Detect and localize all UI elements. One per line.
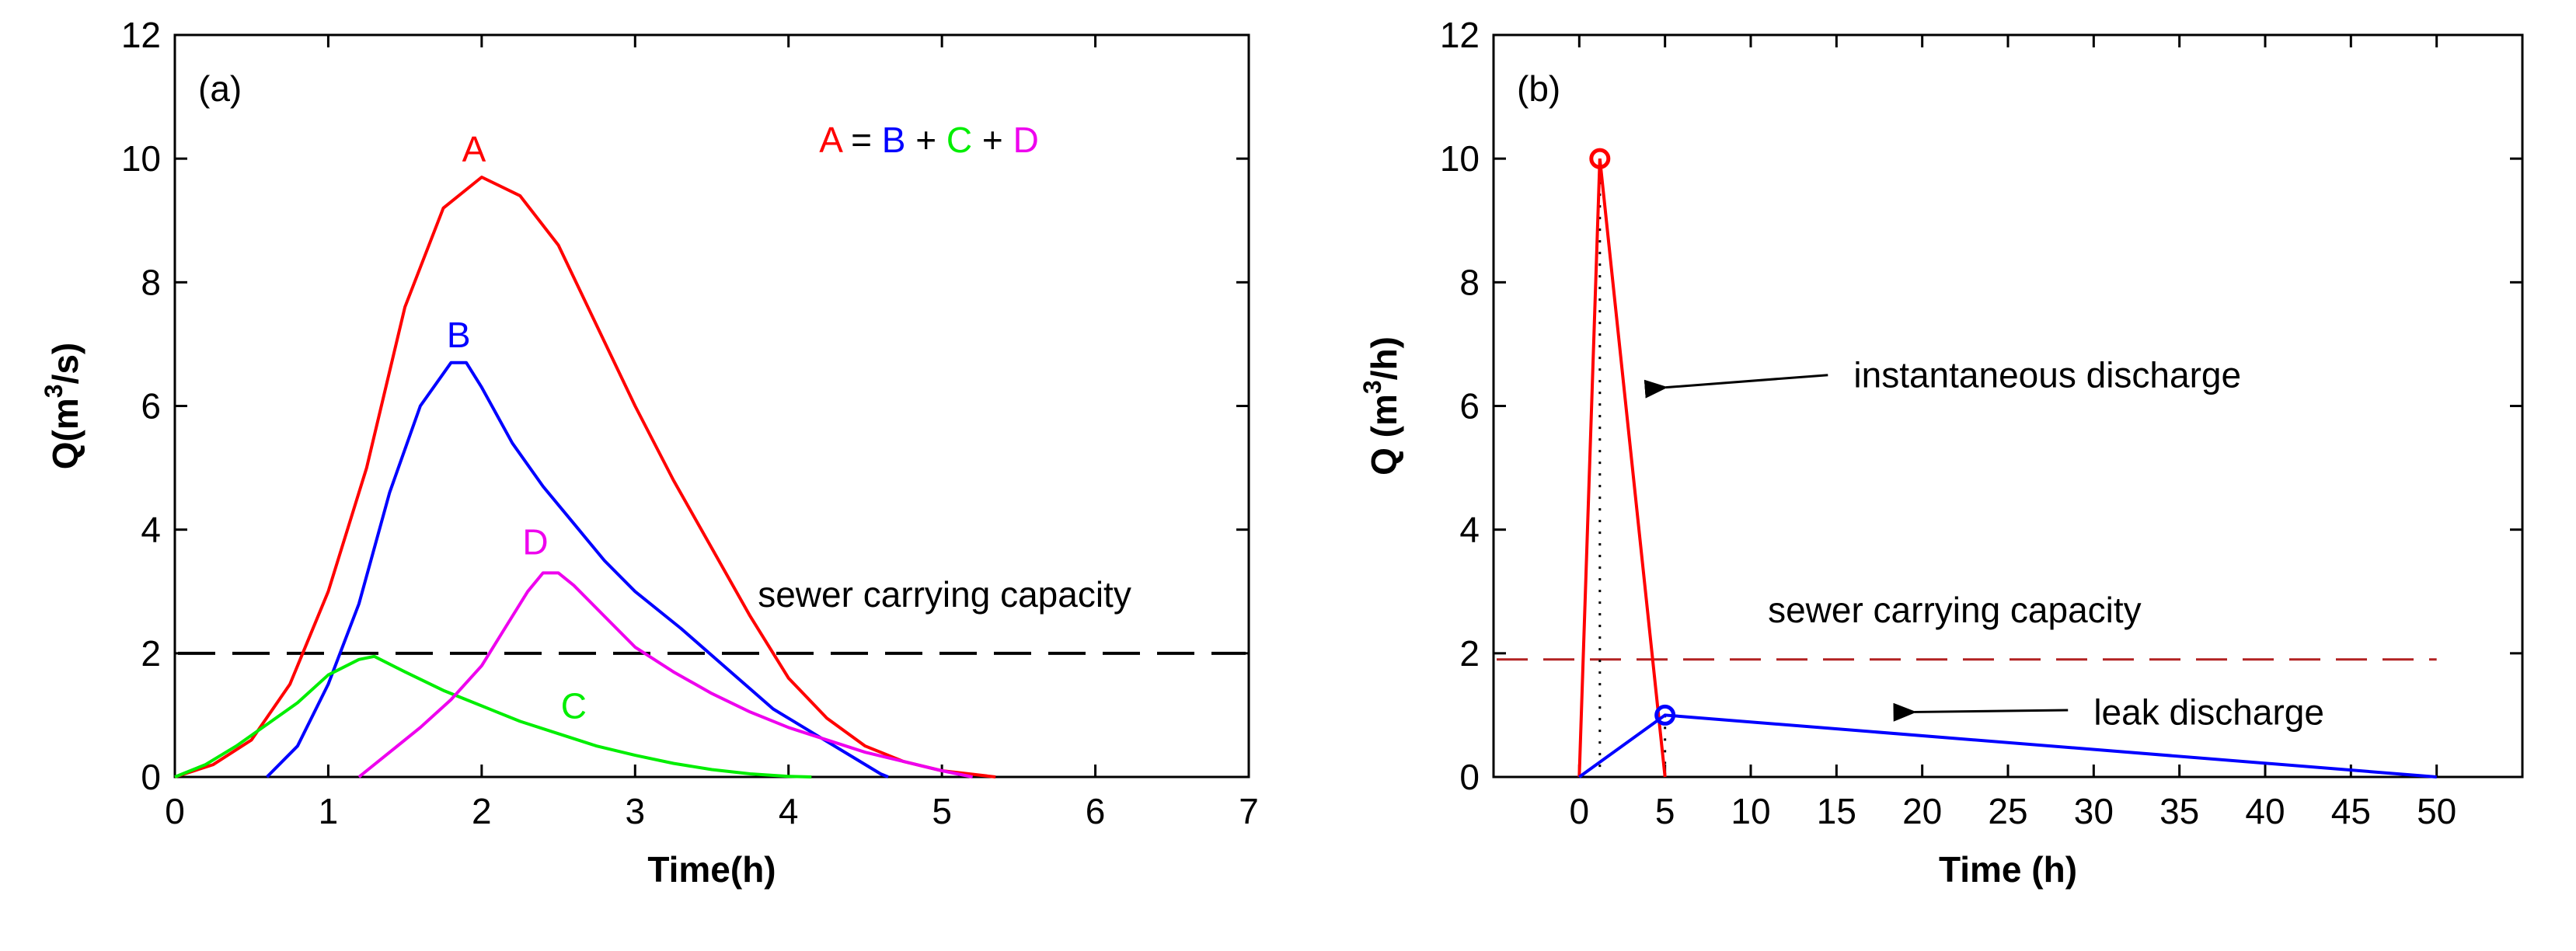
x-tick-label: 20 xyxy=(1902,791,1942,831)
x-tick-label: 35 xyxy=(2159,791,2199,831)
capacity-label: sewer carrying capacity xyxy=(758,574,1131,615)
series-label-A: A xyxy=(462,129,486,169)
panel-label: (a) xyxy=(198,68,242,109)
y-tick-label: 10 xyxy=(121,138,161,179)
y-axis-label-tail: /s) xyxy=(45,343,85,385)
y-axis-label: Q (m3/h) xyxy=(1358,336,1404,476)
series-line-A xyxy=(174,176,996,779)
series-line xyxy=(1578,713,2437,779)
chart-panel-a: 0 1 2 3 4 5 6 7024681012Time(h)Q(m3/s)(a)sewer … xyxy=(40,15,1259,890)
annotation-label: instantaneous discharge xyxy=(1853,355,2241,395)
equation-part: + xyxy=(972,120,1013,160)
x-tick-label: 2 xyxy=(472,791,492,831)
x-tick-label: 6 xyxy=(1086,791,1106,831)
y-axis-label-superscript: 3 xyxy=(40,384,68,398)
annotation-arrow xyxy=(1644,374,1828,399)
series-line-C xyxy=(174,654,812,779)
peak-marker xyxy=(1589,148,1611,169)
x-tick-label: 15 xyxy=(1817,791,1856,831)
series-label-D: D xyxy=(522,522,548,563)
y-tick-label: 4 xyxy=(1459,510,1480,550)
x-tick-label: 1 xyxy=(319,791,339,831)
y-tick-label: 10 xyxy=(1440,138,1480,179)
series-label-B: B xyxy=(447,315,471,355)
y-tick-label: 2 xyxy=(1459,633,1480,674)
annotation-arrow xyxy=(1893,702,2069,722)
y-tick-label: 8 xyxy=(141,262,161,302)
x-tick-label: 5 xyxy=(1655,791,1675,831)
x-tick-label: 7 xyxy=(1239,791,1259,831)
series-label-C: C xyxy=(561,685,587,726)
y-tick-label: 12 xyxy=(121,15,161,55)
equation-part: = xyxy=(841,120,881,160)
y-tick-label: 8 xyxy=(1459,262,1480,302)
x-axis-label: Time (h) xyxy=(1939,849,2077,890)
x-tick-label: 0 xyxy=(1570,791,1590,831)
equation-part: B xyxy=(882,120,906,160)
capacity-label: sewer carrying capacity xyxy=(1768,590,2142,630)
y-axis-label-tail: /h) xyxy=(1364,336,1404,380)
y-tick-label: 0 xyxy=(141,757,161,797)
x-tick-label: 4 xyxy=(779,791,799,831)
annotation-label: leak discharge xyxy=(2093,691,2324,732)
x-tick-label: 40 xyxy=(2245,791,2285,831)
y-tick-label: 4 xyxy=(141,510,161,550)
x-axis-label: Time(h) xyxy=(647,849,776,890)
equation-label: A = B + C + D xyxy=(819,120,1039,160)
x-tick-label: 3 xyxy=(625,791,645,831)
series-line-B xyxy=(266,361,889,779)
x-tick-label: 5 xyxy=(932,791,952,831)
x-tick-label: 10 xyxy=(1731,791,1770,831)
equation-part: A xyxy=(819,120,843,160)
series-line xyxy=(1577,158,1667,778)
x-tick-label: 45 xyxy=(2331,791,2371,831)
equation-part: C xyxy=(946,120,972,160)
panel-label: (b) xyxy=(1517,68,1560,109)
series-line-D xyxy=(357,571,973,779)
x-tick-label: 50 xyxy=(2417,791,2456,831)
y-tick-label: 12 xyxy=(1440,15,1480,55)
axes-frame xyxy=(1492,33,2524,779)
x-tick-label: 0 xyxy=(165,791,185,831)
y-tick-label: 0 xyxy=(1459,757,1480,797)
equation-part: + xyxy=(905,120,946,160)
y-axis-label-main: Q(m xyxy=(45,398,85,469)
y-axis-label-superscript: 3 xyxy=(1358,380,1386,394)
y-axis-label-main: Q (m xyxy=(1364,394,1404,476)
y-axis-label: Q(m3/s) xyxy=(40,343,85,469)
peak-marker xyxy=(1654,704,1676,726)
x-tick-label: 25 xyxy=(1988,791,2027,831)
x-tick-label: 30 xyxy=(2074,791,2114,831)
equation-part: D xyxy=(1013,120,1039,160)
y-tick-label: 6 xyxy=(141,386,161,427)
y-tick-label: 6 xyxy=(1459,386,1480,427)
y-tick-label: 2 xyxy=(141,633,161,674)
chart-panel-b: 0 5 10 15 20 25 30 35 40 45 50 0 2 4 6 8 10 12 Time (h) Q (… xyxy=(1358,15,2524,890)
